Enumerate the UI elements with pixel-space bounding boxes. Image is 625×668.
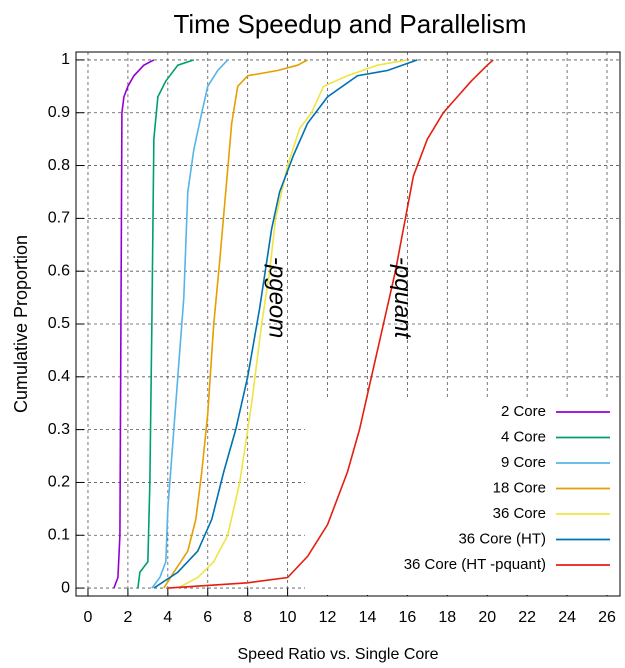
legend-label: 36 Core (HT -pquant) <box>404 556 546 573</box>
data-line <box>163 59 308 589</box>
y-tick-label: 0 <box>61 579 70 596</box>
legend-label: 36 Core <box>493 505 546 522</box>
y-tick-label: 1 <box>61 51 70 68</box>
x-tick-label: 22 <box>518 609 536 626</box>
data-line <box>113 59 155 589</box>
legend-label: 36 Core (HT) <box>458 530 546 547</box>
x-tick-label: 16 <box>398 609 416 626</box>
y-tick-label: 0.9 <box>48 104 70 121</box>
legend-box <box>305 398 619 595</box>
x-tick-label: 12 <box>319 609 337 626</box>
y-tick-label: 0.1 <box>48 526 70 543</box>
data-line <box>153 59 418 589</box>
annotation: -pgeom <box>263 257 290 338</box>
x-tick-label: 24 <box>558 609 576 626</box>
x-tick-label: 0 <box>84 609 93 626</box>
plot-frame <box>75 51 621 597</box>
y-axis-label: Cumulative Proportion <box>11 235 31 413</box>
x-tick-label: 4 <box>163 609 172 626</box>
chart-title: Time Speedup and Parallelism <box>173 9 526 39</box>
legend-label: 9 Core <box>501 454 546 471</box>
x-tick-label: 14 <box>359 609 377 626</box>
y-tick-label: 0.8 <box>48 157 70 174</box>
y-tick-label: 0.6 <box>48 262 70 279</box>
x-tick-label: 8 <box>243 609 252 626</box>
legend-label: 4 Core <box>501 428 546 445</box>
y-tick-label: 0.3 <box>48 421 70 438</box>
data-line <box>167 59 494 589</box>
x-tick-label: 6 <box>203 609 212 626</box>
legend-label: 2 Core <box>501 403 546 420</box>
y-tick-label: 0.7 <box>48 210 70 227</box>
x-tick-label: 2 <box>123 609 132 626</box>
x-tick-label: 20 <box>478 609 496 626</box>
y-tick-label: 0.4 <box>48 368 70 385</box>
x-axis-label: Speed Ratio vs. Single Core <box>238 646 439 663</box>
x-tick-label: 10 <box>279 609 297 626</box>
data-line <box>137 59 195 589</box>
data-line <box>177 59 408 589</box>
annotation: -pquant <box>389 257 416 340</box>
x-tick-label: 26 <box>598 609 616 626</box>
legend-label: 18 Core <box>493 479 546 496</box>
data-line <box>151 59 229 589</box>
y-tick-label: 0.2 <box>48 474 70 491</box>
x-tick-label: 18 <box>438 609 456 626</box>
y-tick-label: 0.5 <box>48 315 70 332</box>
